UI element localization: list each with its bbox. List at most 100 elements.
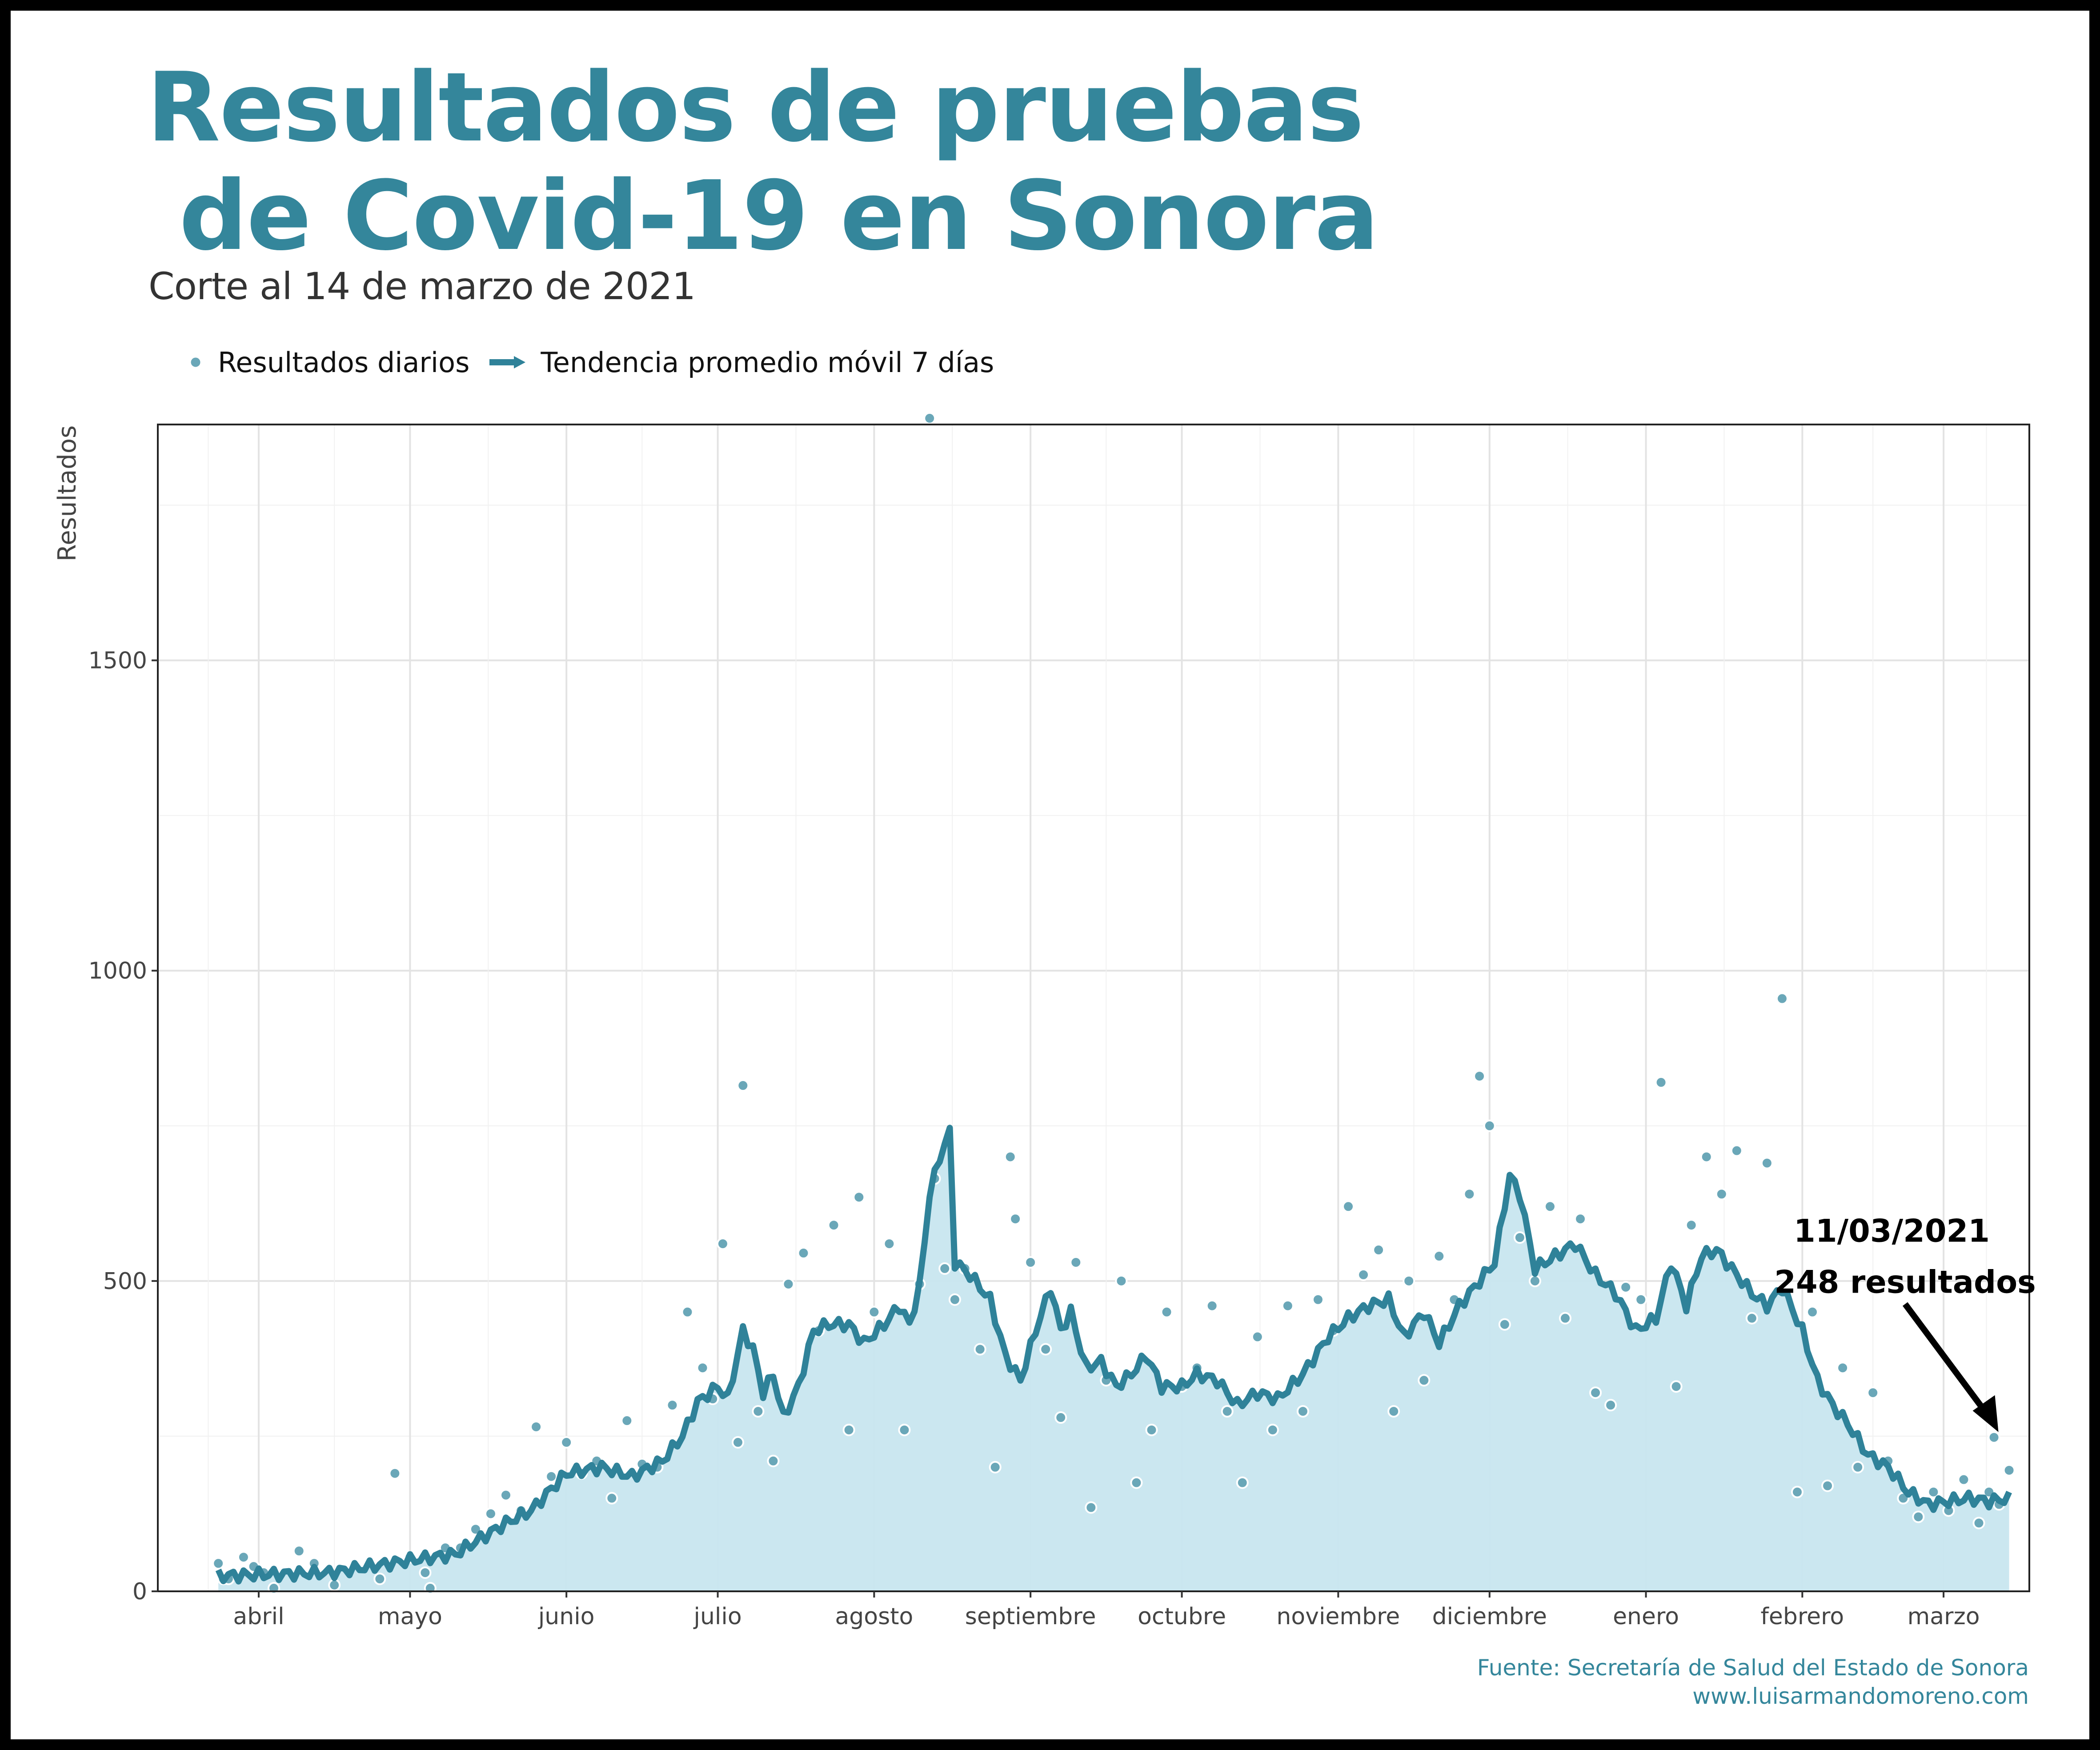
chart-legend: Resultados diarios Tendencia promedio mó… (187, 342, 1012, 382)
data-point (1791, 1486, 1804, 1498)
x-tick-label: enero (1613, 1603, 1679, 1630)
legend-item-trend: Tendencia promedio móvil 7 días (487, 346, 994, 379)
legend-item-daily: Resultados diarios (187, 346, 469, 379)
annotation-value: 248 resultados (1774, 1264, 2036, 1301)
data-point (1311, 1293, 1324, 1306)
data-point (1054, 1411, 1067, 1424)
data-point (752, 1405, 765, 1418)
x-tick-label: julio (693, 1603, 742, 1630)
data-point (696, 1362, 709, 1374)
data-point (1775, 992, 1788, 1005)
data-point (560, 1436, 573, 1449)
data-point (1513, 1231, 1526, 1244)
data-point (1236, 1476, 1249, 1489)
data-point (1357, 1268, 1370, 1281)
data-point (621, 1414, 633, 1427)
data-point (1483, 1119, 1496, 1132)
data-point (1024, 1256, 1037, 1269)
data-point (1387, 1405, 1400, 1418)
data-point (1145, 1423, 1158, 1436)
y-axis: 0 500 1000 1500 (88, 648, 158, 1605)
data-point (1821, 1479, 1834, 1492)
x-tick-label: noviembre (1276, 1603, 1400, 1630)
annotation-arrow (1902, 1302, 1991, 1417)
data-point (1115, 1274, 1128, 1287)
page-title: Resultados de pruebas de Covid-19 en Son… (147, 52, 1379, 272)
data-point (545, 1470, 558, 1483)
data-point (1619, 1281, 1632, 1293)
data-point (1589, 1386, 1602, 1399)
legend-line-icon (489, 356, 526, 368)
data-point (1760, 1157, 1773, 1169)
data-point (389, 1467, 401, 1480)
annotation-date: 11/03/2021 (1794, 1213, 1990, 1249)
data-point (1670, 1380, 1683, 1393)
x-tick-label: abril (233, 1603, 284, 1630)
data-point (1372, 1244, 1385, 1257)
y-tick-label: 0 (132, 1578, 147, 1605)
data-point (827, 1219, 840, 1232)
data-point (898, 1423, 911, 1436)
x-axis: abril mayo junio julio agosto septiembre octub… (233, 1591, 1980, 1630)
data-point (1433, 1250, 1446, 1263)
x-tick-label: junio (538, 1603, 595, 1630)
data-point (1574, 1213, 1587, 1225)
data-point (1251, 1330, 1264, 1343)
trend-area (218, 1128, 2009, 1591)
data-point (1543, 1200, 1556, 1213)
annotation-arrowhead (1972, 1395, 1999, 1432)
data-point (605, 1492, 618, 1505)
data-point (797, 1247, 810, 1260)
data-point (842, 1423, 855, 1436)
data-point (1836, 1362, 1849, 1374)
data-point (1206, 1299, 1218, 1312)
data-point (293, 1545, 305, 1558)
data-point (1655, 1076, 1667, 1089)
data-point (1403, 1274, 1415, 1287)
data-point (1867, 1386, 1880, 1399)
data-point (1806, 1305, 1819, 1318)
data-point (716, 1237, 729, 1250)
data-point (1342, 1200, 1355, 1213)
data-point (1715, 1188, 1728, 1201)
data-point (1130, 1476, 1143, 1489)
x-tick-label: marzo (1908, 1603, 1980, 1630)
x-tick-label: octubre (1138, 1603, 1226, 1630)
data-point (1528, 1274, 1541, 1287)
y-tick-label: 500 (103, 1268, 147, 1295)
data-point (1912, 1510, 1925, 1523)
source-url: www.luisarmandomoreno.com (1692, 1683, 2029, 1709)
x-tick-label: febrero (1761, 1603, 1844, 1630)
data-point (530, 1420, 543, 1433)
data-point (1070, 1256, 1082, 1269)
data-point (1972, 1517, 1985, 1530)
trend-line (215, 1125, 2012, 1585)
data-point (499, 1489, 512, 1502)
data-point (1604, 1399, 1617, 1412)
legend-label-trend: Tendencia promedio móvil 7 días (541, 346, 994, 379)
data-point (948, 1293, 961, 1306)
plot-border (157, 424, 2030, 1592)
data-point (1009, 1213, 1022, 1225)
data-point (1473, 1070, 1486, 1083)
data-point (1927, 1486, 1940, 1498)
data-point (868, 1305, 881, 1318)
y-tick-label: 1000 (88, 958, 147, 985)
data-point (853, 1191, 866, 1204)
data-point (1635, 1293, 1647, 1306)
legend-dot-icon (189, 356, 202, 368)
data-point (1685, 1219, 1698, 1232)
data-point (1745, 1312, 1758, 1325)
data-point (1700, 1150, 1713, 1163)
data-point (212, 1557, 225, 1570)
data-point (923, 412, 936, 425)
data-point (767, 1454, 780, 1467)
data-point (1957, 1473, 1970, 1486)
data-point (737, 1079, 749, 1092)
data-point (328, 1579, 341, 1592)
data-point (989, 1461, 1002, 1474)
data-point (373, 1573, 386, 1586)
data-point (1463, 1188, 1476, 1201)
data-point (419, 1566, 432, 1579)
